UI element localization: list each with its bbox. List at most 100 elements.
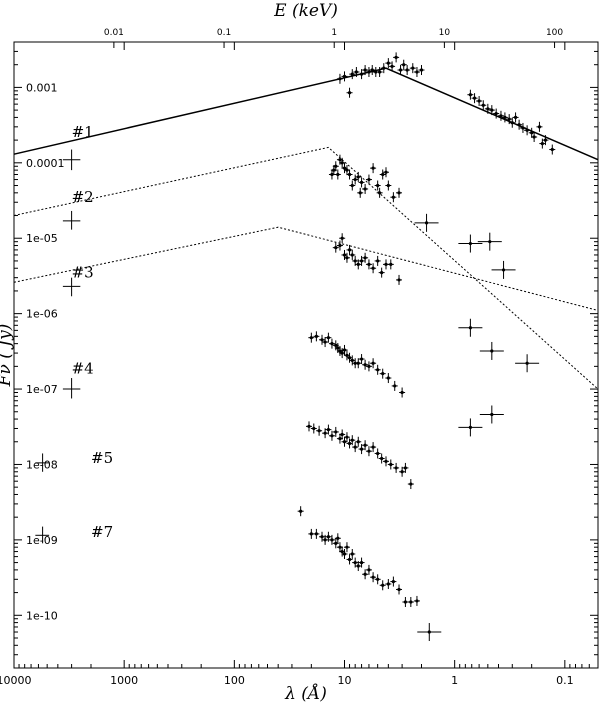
data-point bbox=[363, 256, 367, 260]
data-point bbox=[525, 361, 529, 365]
axis-ticks: 10000 1000 100 10 1 0.1 0.01 0.1 1 10 100 1e-10 1e-0… bbox=[0, 28, 599, 687]
data-point bbox=[376, 259, 380, 263]
data-point bbox=[359, 560, 364, 565]
data-points bbox=[35, 52, 556, 642]
data-point bbox=[409, 600, 413, 604]
data-point bbox=[342, 348, 347, 352]
x-tick-label: 1 bbox=[451, 674, 458, 687]
data-point bbox=[359, 72, 364, 76]
data-point bbox=[359, 447, 364, 451]
data-point bbox=[342, 74, 347, 78]
data-point bbox=[350, 438, 354, 442]
data-point bbox=[386, 376, 390, 380]
data-point bbox=[354, 70, 358, 74]
data-point bbox=[309, 336, 313, 340]
data-point bbox=[345, 545, 349, 549]
data-point bbox=[499, 114, 503, 118]
data-point bbox=[342, 166, 347, 170]
data-point bbox=[411, 66, 415, 70]
data-point bbox=[359, 357, 364, 361]
data-point bbox=[376, 577, 380, 581]
data-point bbox=[363, 68, 367, 72]
data-point bbox=[345, 256, 349, 260]
data-point bbox=[350, 552, 354, 556]
data-point bbox=[468, 93, 472, 97]
data-point bbox=[353, 259, 357, 263]
data-point bbox=[543, 138, 548, 142]
data-point bbox=[356, 440, 360, 444]
data-point bbox=[394, 466, 398, 470]
data-point bbox=[299, 509, 303, 513]
data-point bbox=[513, 115, 518, 120]
data-point bbox=[367, 568, 371, 572]
data-point bbox=[371, 445, 375, 449]
y-axis-title: Fν ( Jy) bbox=[0, 324, 15, 388]
y-tick-label: 0.0001 bbox=[26, 157, 65, 170]
data-point bbox=[334, 541, 338, 545]
series-label: #3 bbox=[72, 264, 94, 282]
data-point bbox=[334, 164, 338, 168]
x-tick-label: 10 bbox=[338, 674, 352, 687]
data-point bbox=[370, 68, 374, 72]
data-point bbox=[342, 440, 347, 444]
data-point bbox=[376, 368, 380, 372]
data-point bbox=[347, 248, 352, 252]
data-point bbox=[338, 77, 342, 81]
data-point bbox=[307, 424, 311, 428]
data-point bbox=[517, 123, 521, 127]
data-point bbox=[382, 66, 386, 70]
data-point bbox=[342, 253, 347, 257]
data-point bbox=[380, 271, 384, 275]
data-point bbox=[501, 268, 506, 272]
data-point bbox=[356, 262, 360, 266]
data-point bbox=[367, 364, 371, 368]
data-point bbox=[376, 183, 380, 188]
data-point bbox=[381, 372, 385, 376]
data-point bbox=[367, 177, 371, 182]
data-point bbox=[353, 361, 357, 365]
data-point bbox=[390, 64, 394, 68]
x-axis-title: λ (Å) bbox=[284, 683, 327, 704]
data-point bbox=[537, 125, 542, 129]
data-point bbox=[338, 243, 342, 248]
data-point bbox=[400, 390, 404, 395]
y-tick-label: 1e-07 bbox=[26, 383, 58, 396]
data-point bbox=[490, 412, 494, 417]
data-point bbox=[359, 180, 364, 184]
data-point bbox=[397, 191, 401, 195]
data-point bbox=[353, 560, 357, 565]
data-point bbox=[386, 582, 390, 586]
data-point bbox=[488, 240, 492, 244]
data-point bbox=[334, 430, 338, 434]
model-curve-3 bbox=[13, 226, 599, 311]
data-point bbox=[330, 538, 334, 542]
data-point bbox=[386, 183, 390, 188]
data-point bbox=[371, 361, 375, 365]
data-point bbox=[540, 141, 544, 146]
data-point bbox=[468, 425, 472, 430]
data-point bbox=[494, 111, 498, 116]
top-tick-label: 0.01 bbox=[104, 28, 124, 38]
data-point bbox=[386, 61, 390, 65]
data-point bbox=[367, 70, 371, 74]
series-label: #4 bbox=[72, 360, 94, 378]
y-tick-label: 1e-06 bbox=[26, 308, 58, 321]
data-point bbox=[367, 449, 371, 453]
data-point bbox=[326, 427, 331, 432]
data-point bbox=[367, 262, 371, 266]
data-point bbox=[312, 426, 316, 431]
series-label: #5 bbox=[91, 449, 113, 467]
data-point bbox=[338, 349, 342, 353]
data-point bbox=[338, 437, 342, 441]
data-point bbox=[384, 459, 388, 463]
data-point bbox=[394, 55, 398, 59]
y-tick-label: 0.001 bbox=[26, 81, 58, 94]
data-point bbox=[481, 103, 485, 107]
top-tick-label: 10 bbox=[439, 28, 451, 38]
data-point bbox=[363, 363, 367, 367]
data-point bbox=[317, 429, 321, 433]
data-point bbox=[347, 172, 352, 177]
data-point bbox=[389, 462, 393, 467]
data-point bbox=[477, 99, 481, 103]
data-point bbox=[330, 172, 334, 177]
